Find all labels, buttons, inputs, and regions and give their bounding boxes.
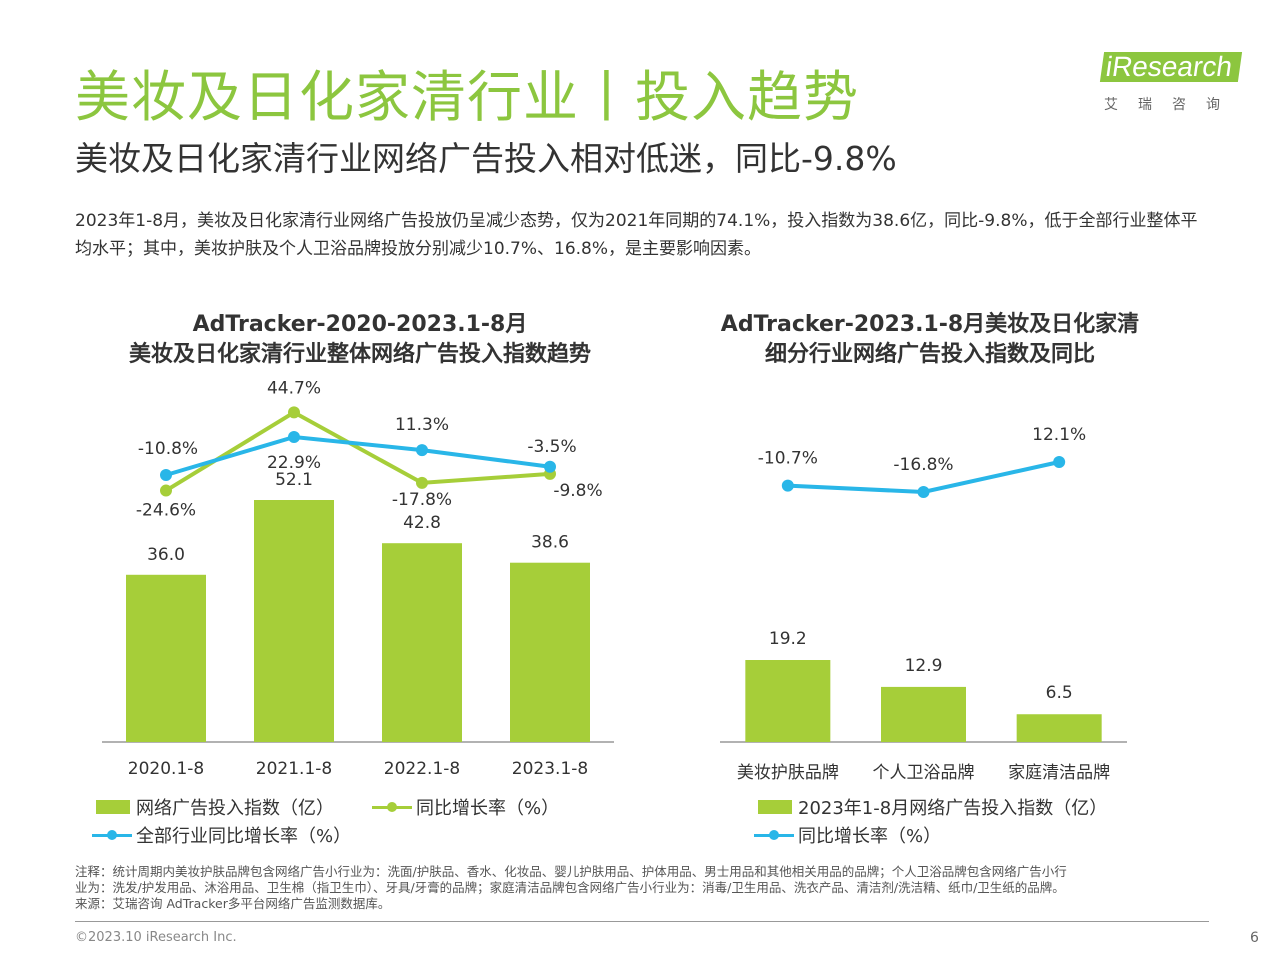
note-line: 业为：洗发/护发用品、沐浴用品、卫生棉（指卫生巾）、牙具/牙膏的品牌；家庭清洁品… bbox=[75, 880, 1065, 895]
chart2-title: AdTracker-2023.1-8月美妆及日化家清 细分行业网络广告投入指数及… bbox=[640, 310, 1220, 370]
legend-bar-swatch bbox=[758, 800, 792, 814]
copyright: ©2023.10 iResearch Inc. bbox=[75, 930, 237, 945]
legend-bar-label: 2023年1-8月网络广告投入指数（亿） bbox=[798, 798, 1108, 819]
chart2-bar bbox=[881, 686, 966, 742]
chart1-all-point bbox=[160, 469, 172, 481]
legend-bar-label: 网络广告投入指数（亿） bbox=[136, 798, 334, 819]
chart1-all-point bbox=[288, 431, 300, 443]
chart1-legend-yoy: 同比增长率（%） bbox=[372, 794, 559, 820]
source-line: 来源：艾瑞咨询 AdTracker多平台网络广告监测数据库。 bbox=[75, 896, 391, 911]
chart1-bar-label: 52.1 bbox=[275, 470, 313, 490]
legend-line-swatch bbox=[372, 800, 412, 814]
chart2-x-tick-label: 美妆护肤品牌 bbox=[737, 763, 839, 783]
chart2-x-tick-label: 家庭清洁品牌 bbox=[1008, 763, 1110, 783]
chart2-bar bbox=[1016, 714, 1102, 742]
chart1-yoy-label: -17.8% bbox=[392, 490, 452, 510]
chart2-title-line1: AdTracker-2023.1-8月美妆及日化家清 bbox=[720, 312, 1140, 337]
chart1-title-line2: 美妆及日化家清行业整体网络广告投入指数趋势 bbox=[128, 342, 591, 367]
footnotes: 注释：统计周期内美妆护肤品牌包含网络广告小行业为：洗面/护肤品、香水、化妆品、婴… bbox=[75, 864, 1215, 912]
chart2-x-tick-label: 个人卫浴品牌 bbox=[873, 763, 975, 783]
legend-bar-swatch bbox=[96, 800, 130, 814]
chart2-bar bbox=[745, 660, 831, 742]
chart1-all-label: 11.3% bbox=[395, 415, 449, 435]
chart2-yoy-point bbox=[1053, 456, 1066, 468]
chart1-bar bbox=[382, 543, 462, 742]
chart1-yoy-point bbox=[288, 406, 300, 419]
chart1-bar-label: 38.6 bbox=[531, 533, 569, 553]
chart1-x-tick-label: 2023.1-8 bbox=[512, 759, 588, 779]
legend-yoy-label: 同比增长率（%） bbox=[416, 798, 560, 819]
chart1-bar-label: 42.8 bbox=[403, 513, 441, 533]
chart2-legend-bar: 2023年1-8月网络广告投入指数（亿） bbox=[758, 794, 1107, 820]
chart2-bar-label: 19.2 bbox=[769, 629, 807, 649]
chart1-bar bbox=[510, 562, 590, 742]
chart1-all-label: 22.9% bbox=[267, 453, 321, 473]
summary-paragraph: 2023年1-8月，美妆及日化家清行业网络广告投放仍呈减少态势，仅为2021年同… bbox=[75, 211, 1198, 259]
chart2-yoy-label: -10.7% bbox=[758, 449, 818, 469]
chart1-all-point bbox=[416, 444, 428, 457]
chart2-bar-label: 12.9 bbox=[905, 656, 943, 676]
chart1-x-tick-label: 2021.1-8 bbox=[256, 759, 332, 779]
chart1-yoy-line bbox=[164, 410, 551, 493]
legend-line-swatch bbox=[754, 828, 794, 842]
chart1-all-point bbox=[544, 460, 556, 473]
chart1-yoy-label: -24.6% bbox=[136, 501, 196, 521]
chart2-legend-yoy: 同比增长率（%） bbox=[754, 822, 941, 848]
legend-all-label: 全部行业同比增长率（%） bbox=[136, 826, 352, 847]
iresearch-logo: iResearch 艾瑞咨询 bbox=[1096, 44, 1246, 124]
chart1-yoy-label: 44.7% bbox=[267, 378, 321, 398]
legend-yoy-label: 同比增长率（%） bbox=[798, 826, 942, 847]
chart1-x-tick-label: 2022.1-8 bbox=[384, 759, 460, 779]
chart1-all-line bbox=[165, 434, 551, 477]
chart2-yoy-point bbox=[781, 479, 794, 492]
chart1-yoy-point bbox=[416, 476, 428, 489]
legend-line-swatch bbox=[92, 828, 132, 842]
chart1-yoy-point bbox=[160, 484, 172, 497]
chart1-legend-bar: 网络广告投入指数（亿） bbox=[96, 794, 334, 820]
page-subtitle: 美妆及日化家清行业网络广告投入相对低迷，同比-9.8% bbox=[75, 139, 897, 178]
footer-divider bbox=[75, 921, 1209, 922]
page-title: 美妆及日化家清行业丨投入趋势 bbox=[75, 65, 860, 129]
chart1-all-label: -10.8% bbox=[138, 439, 198, 459]
chart2-yoy-label: -16.8% bbox=[893, 455, 953, 475]
logo-cn-text: 艾瑞咨询 bbox=[1104, 97, 1240, 113]
chart1-title: AdTracker-2020-2023.1-8月 美妆及日化家清行业整体网络广告… bbox=[60, 310, 660, 370]
chart1-title-line1: AdTracker-2020-2023.1-8月 bbox=[192, 312, 528, 337]
chart1-all-label: -3.5% bbox=[527, 437, 576, 457]
chart1-bar bbox=[254, 500, 334, 742]
chart1-bar bbox=[126, 574, 206, 742]
chart1-legend-all: 全部行业同比增长率（%） bbox=[92, 822, 351, 848]
chart1-x-tick-label: 2020.1-8 bbox=[128, 759, 204, 779]
note-line: 注释：统计周期内美妆护肤品牌包含网络广告小行业为：洗面/护肤品、香水、化妆品、婴… bbox=[75, 864, 1067, 879]
chart2-yoy-point bbox=[917, 486, 930, 498]
chart2-bar-label: 6.5 bbox=[1046, 683, 1073, 703]
chart1-bar-label: 36.0 bbox=[147, 545, 185, 565]
chart2-yoy-label: 12.1% bbox=[1032, 425, 1086, 445]
chart2-title-line2: 细分行业网络广告投入指数及同比 bbox=[764, 342, 1095, 367]
chart1-yoy-label: -9.8% bbox=[553, 481, 602, 501]
page-number: 6 bbox=[1250, 930, 1259, 946]
